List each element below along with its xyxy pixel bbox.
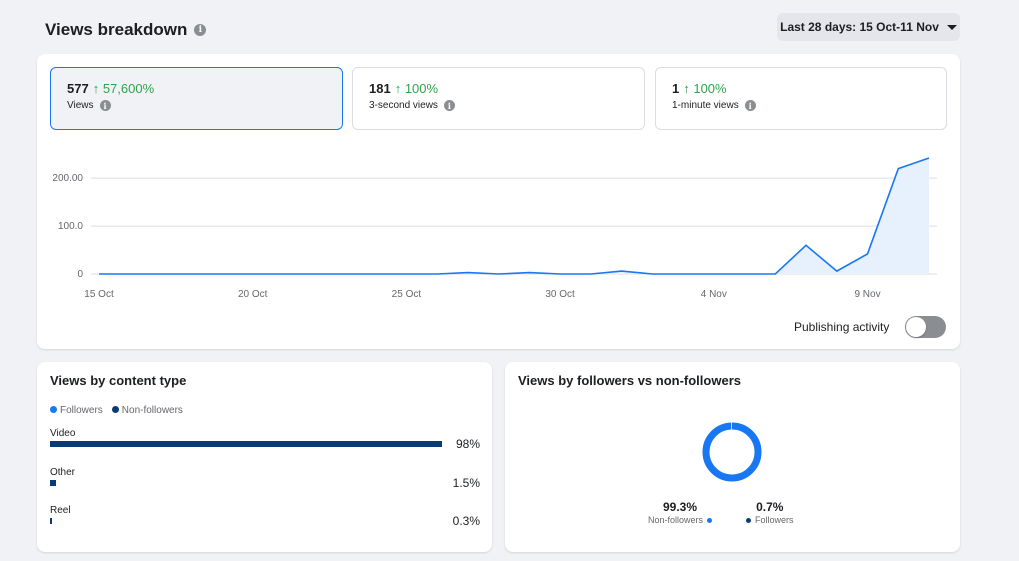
y-tick-label: 100.0 bbox=[58, 221, 83, 232]
metric-views-change: ↑ 57,600% bbox=[92, 81, 155, 96]
followers-dot bbox=[746, 517, 751, 523]
legend-dot bbox=[111, 406, 119, 413]
y-tick-label: 200.00 bbox=[52, 173, 83, 184]
content-row-bar bbox=[50, 518, 52, 524]
content-row-pct: 98% bbox=[455, 437, 480, 451]
content-type-card: Views by content type Followers Non-foll… bbox=[37, 362, 492, 552]
non-followers-label: Non-followers bbox=[648, 515, 704, 525]
legend-dot bbox=[50, 406, 57, 413]
content-row-name: Other bbox=[50, 467, 76, 478]
content-row-video: Video 98% bbox=[50, 428, 480, 451]
x-tick-label: 4 Nov bbox=[701, 289, 727, 300]
non-followers-sub: Non-followers bbox=[648, 515, 713, 525]
x-tick-label: 15 Oct bbox=[84, 289, 114, 300]
content-row-name: Reel bbox=[50, 505, 71, 516]
publishing-activity-label: Publishing activity bbox=[794, 320, 890, 334]
content-row-pct: 0.3% bbox=[452, 514, 480, 528]
donut-slice-non-followers bbox=[702, 422, 762, 482]
followers-sub: Followers bbox=[746, 515, 794, 525]
content-row-other: Other 1.5% bbox=[50, 467, 480, 490]
views-series-line bbox=[99, 157, 930, 275]
info-icon[interactable]: i bbox=[744, 100, 756, 111]
metric-1-minute-views[interactable]: 1 ↑ 100% 1-minute views i bbox=[655, 67, 947, 130]
x-tick-label: 20 Oct bbox=[238, 289, 268, 300]
x-tick-label: 9 Nov bbox=[854, 289, 880, 300]
views-area bbox=[99, 158, 929, 274]
metric-3s-label-row: 3-second views i bbox=[369, 100, 628, 111]
metric-views-value: 577 bbox=[67, 81, 89, 96]
x-tick-label: 25 Oct bbox=[392, 289, 422, 300]
page-title: Views breakdown i bbox=[45, 20, 207, 40]
content-type-title: Views by content type bbox=[50, 373, 187, 388]
followers-title: Views by followers vs non-followers bbox=[518, 373, 741, 388]
info-icon[interactable]: i bbox=[194, 24, 207, 36]
date-range-label: Last 28 days: 15 Oct-11 Nov bbox=[780, 20, 939, 34]
toggle-knob bbox=[906, 317, 927, 337]
non-followers-stat: 99.3% Non-followers bbox=[648, 500, 713, 525]
content-row-bar bbox=[50, 441, 442, 447]
metric-3s-value-row: 181 ↑ 100% bbox=[369, 81, 628, 96]
metric-1m-label: 1-minute views bbox=[672, 100, 739, 111]
metric-1m-value-row: 1 ↑ 100% bbox=[672, 81, 930, 96]
content-type-legend: Followers Non-followers bbox=[50, 405, 183, 416]
metric-3s-change: ↑ 100% bbox=[394, 81, 439, 96]
x-tick-label: 30 Oct bbox=[545, 289, 575, 300]
followers-pct: 0.7% bbox=[756, 500, 784, 514]
publishing-activity-toggle[interactable] bbox=[905, 316, 947, 338]
followers-label: Followers bbox=[755, 515, 794, 525]
views-breakdown-card: 577 ↑ 57,600% Views i 181 ↑ 100% 3-secon… bbox=[37, 54, 960, 349]
legend-non-followers-label: Non-followers bbox=[121, 405, 183, 416]
non-followers-pct: 99.3% bbox=[663, 500, 698, 514]
metric-3s-label: 3-second views bbox=[369, 100, 438, 111]
metric-views-label: Views bbox=[67, 100, 94, 111]
metric-views-value-row: 577 ↑ 57,600% bbox=[67, 81, 326, 96]
legend-non-followers: Non-followers bbox=[111, 405, 183, 416]
info-icon[interactable]: i bbox=[443, 100, 455, 111]
donut-slice-followers bbox=[702, 422, 762, 482]
content-row-bar bbox=[50, 480, 56, 486]
followers-card: Views by followers vs non-followers 99.3… bbox=[505, 362, 960, 552]
page-title-text: Views breakdown bbox=[45, 20, 188, 39]
date-range-dropdown[interactable]: Last 28 days: 15 Oct-11 Nov bbox=[777, 13, 960, 41]
metric-1m-value: 1 bbox=[672, 81, 680, 96]
content-row-reel: Reel 0.3% bbox=[50, 505, 480, 528]
metric-views-label-row: Views i bbox=[67, 100, 326, 111]
non-followers-dot bbox=[707, 517, 713, 523]
legend-followers-label: Followers bbox=[60, 405, 103, 416]
metric-3-second-views[interactable]: 181 ↑ 100% 3-second views i bbox=[352, 67, 645, 130]
publishing-activity-row: Publishing activity bbox=[794, 316, 947, 338]
legend-followers: Followers bbox=[50, 405, 103, 416]
metric-views[interactable]: 577 ↑ 57,600% Views i bbox=[50, 67, 343, 130]
info-icon[interactable]: i bbox=[99, 100, 111, 111]
content-row-name: Video bbox=[50, 428, 76, 439]
followers-stat: 0.7% Followers bbox=[746, 500, 794, 525]
followers-donut bbox=[702, 422, 762, 482]
metric-3s-value: 181 bbox=[369, 81, 391, 96]
views-chart: 0 100.0 200.00 15 Oct 20 Oct 25 Oct 30 Oct 4 No… bbox=[52, 157, 937, 300]
caret-down-icon bbox=[946, 24, 957, 30]
y-tick-label: 0 bbox=[77, 269, 83, 280]
metric-1m-label-row: 1-minute views i bbox=[672, 100, 930, 111]
content-row-pct: 1.5% bbox=[452, 476, 480, 490]
metric-1m-change: ↑ 100% bbox=[683, 81, 727, 96]
